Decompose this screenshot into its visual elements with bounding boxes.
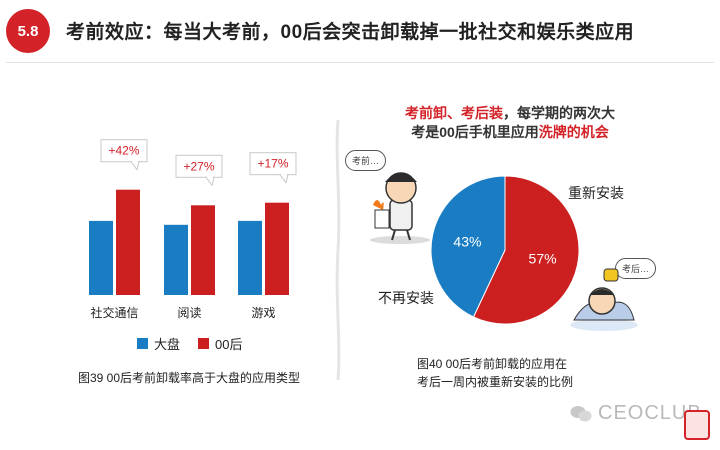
bar-market-2 [238, 220, 262, 295]
pie-chart-subtitle: 考前卸、考后装，每学期的两次大 考是00后手机里应用洗牌的机会 [360, 104, 660, 142]
pie-caption-line-2: 考后一周内被重新安装的比例 [417, 375, 574, 389]
bar-chart-caption: 图39 00后考前卸载率高于大盘的应用类型 [78, 371, 301, 385]
category-label-0: 社交通信 [90, 305, 138, 320]
bar-00s-1 [191, 205, 215, 295]
subtitle-highlight-1: 考前卸、考后装 [405, 105, 503, 121]
legend-swatch-00s [198, 338, 210, 349]
relaxed-student-illustration [570, 268, 638, 331]
pie-chart-caption: 图40 00后考前卸载的应用在 考后一周内被重新安装的比例 [417, 355, 597, 391]
legend-item-00s: 00后 [198, 334, 242, 353]
slide-header: 5.8 考前效应：每当大考前，00后会突击卸载掉一批社交和娱乐类应用 [0, 0, 720, 62]
increase-callout-2: +17% [249, 152, 297, 184]
pie-label-reinstall: 重新安装 [568, 185, 624, 201]
pie-slice-reinstall-value: 57% [529, 250, 557, 266]
legend-swatch-market [137, 338, 148, 349]
bar-00s-0 [116, 189, 140, 295]
stressed-student-illustration [370, 172, 430, 244]
section-badge: 5.8 [6, 9, 50, 53]
legend-item-market: 大盘 [137, 334, 180, 353]
subtitle-text-1: ，每学期的两次大 [503, 105, 615, 121]
increase-label-0: +42% [108, 144, 139, 158]
speech-bubble-before-exam: 考前… [345, 150, 387, 171]
wechat-icon [570, 405, 592, 421]
seal-stamp [684, 410, 710, 440]
legend-label-market: 大盘 [154, 337, 181, 352]
bar-chart: +42% 社交通信 +27% 阅读 +17% 游戏 [89, 139, 297, 320]
page-title: 考前效应：每当大考前，00后会突击卸载掉一批社交和娱乐类应用 [66, 22, 635, 43]
pie-slice-not-reinstall [430, 175, 506, 318]
increase-label-2: +17% [257, 157, 288, 171]
pie-label-not-reinstall: 不再安装 [378, 290, 434, 306]
subtitle-text-2: 考是00后手机里应用 [411, 124, 539, 140]
logo-text: CEOCLUB [598, 402, 702, 424]
category-label-2: 游戏 [251, 306, 275, 320]
subtitle-highlight-2: 洗牌的机会 [538, 124, 609, 140]
increase-label-1: +27% [183, 159, 214, 173]
bar-market-0 [89, 220, 113, 295]
ceoclub-logo: CEOCLUB [570, 402, 702, 425]
legend-label-00s: 00后 [215, 337, 243, 352]
pie-slice-not-reinstall-value: 43% [453, 234, 481, 250]
speech-bubble-after-exam: 考后… [615, 258, 657, 279]
header-divider [6, 62, 714, 63]
divider-brush-stroke [335, 120, 341, 380]
increase-callout-1: +27% [175, 154, 223, 187]
category-label-1: 阅读 [177, 306, 201, 320]
pie-chart: 57% 43% [430, 175, 580, 325]
bar-chart-legend: 大盘 00后 [137, 334, 242, 353]
bar-market-1 [164, 224, 188, 295]
increase-callout-0: +42% [100, 139, 148, 171]
pie-caption-line-1: 图40 00后考前卸载的应用在 [417, 357, 568, 371]
pie-slice-reinstall [472, 175, 580, 325]
bar-00s-2 [265, 202, 289, 295]
